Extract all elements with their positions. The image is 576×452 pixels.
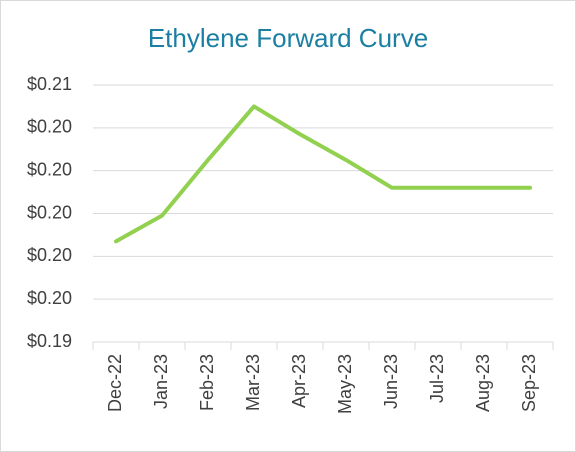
x-tick-label: Aug-23 — [473, 354, 493, 412]
x-tick-label: May-23 — [335, 354, 355, 414]
y-tick-label: $0.20 — [27, 245, 72, 265]
line — [114, 104, 532, 244]
y-tick-label: $0.20 — [27, 288, 72, 308]
x-tick-label: Apr-23 — [289, 354, 309, 408]
y-tick-label: $0.19 — [27, 331, 72, 351]
y-tick-label: $0.20 — [27, 202, 72, 222]
x-tick-label: Jun-23 — [381, 354, 401, 409]
y-tick-label: $0.21 — [27, 74, 72, 94]
x-tick-label: Mar-23 — [243, 354, 263, 411]
x-tick-label: Sep-23 — [519, 354, 539, 412]
y-tick-label: $0.20 — [27, 159, 72, 179]
x-tick-label: Dec-22 — [105, 354, 125, 412]
x-tick-label: Jan-23 — [151, 354, 171, 409]
chart-title: Ethylene Forward Curve — [148, 23, 428, 53]
x-tick-label: Jul-23 — [427, 354, 447, 403]
y-tick-label: $0.20 — [27, 117, 72, 137]
x-tick-label: Feb-23 — [197, 354, 217, 411]
